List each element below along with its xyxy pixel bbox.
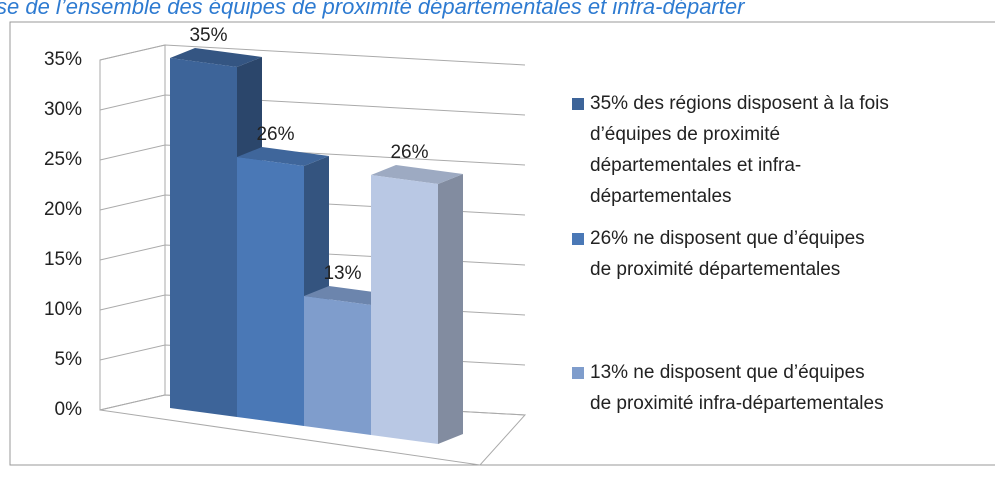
grid-line bbox=[99, 144, 526, 166]
legend-swatch bbox=[572, 367, 584, 379]
legend-label: 26% ne disposent que d’équipes de proxim… bbox=[590, 228, 865, 280]
y-tick-label: 0% bbox=[55, 399, 83, 420]
bar-top bbox=[237, 147, 329, 166]
y-tick-label: 20% bbox=[44, 199, 82, 220]
data-label: 35% bbox=[189, 25, 227, 46]
y-tick-label: 15% bbox=[44, 249, 82, 270]
bar-front bbox=[304, 296, 371, 435]
legend-swatch bbox=[572, 98, 584, 110]
bar-front bbox=[170, 58, 237, 417]
y-tick-label: 25% bbox=[44, 149, 82, 170]
bar bbox=[371, 165, 463, 444]
grid-line bbox=[99, 94, 526, 116]
chart-frame bbox=[9, 21, 995, 466]
data-label: 26% bbox=[256, 124, 294, 145]
y-tick-label: 5% bbox=[55, 349, 83, 370]
bar-front bbox=[371, 175, 438, 444]
bar-side bbox=[438, 174, 463, 444]
chart-title: se de l’ensemble des équipes de proximit… bbox=[0, 0, 746, 19]
grid-line bbox=[99, 44, 526, 66]
y-tick-label: 35% bbox=[44, 49, 82, 70]
y-tick-label: 30% bbox=[44, 99, 82, 120]
data-label: 26% bbox=[390, 142, 428, 163]
legend-label: 35% des régions disposent à la fois d’éq… bbox=[590, 93, 889, 207]
y-tick-label: 10% bbox=[44, 299, 82, 320]
bar-top bbox=[371, 165, 463, 184]
legend-label: 13% ne disposent que d’équipes de proxim… bbox=[590, 362, 884, 414]
side-wall bbox=[99, 44, 166, 411]
bar-front bbox=[237, 157, 304, 426]
data-label: 13% bbox=[323, 263, 361, 284]
bar-top bbox=[170, 48, 262, 67]
legend-swatch bbox=[572, 233, 584, 245]
